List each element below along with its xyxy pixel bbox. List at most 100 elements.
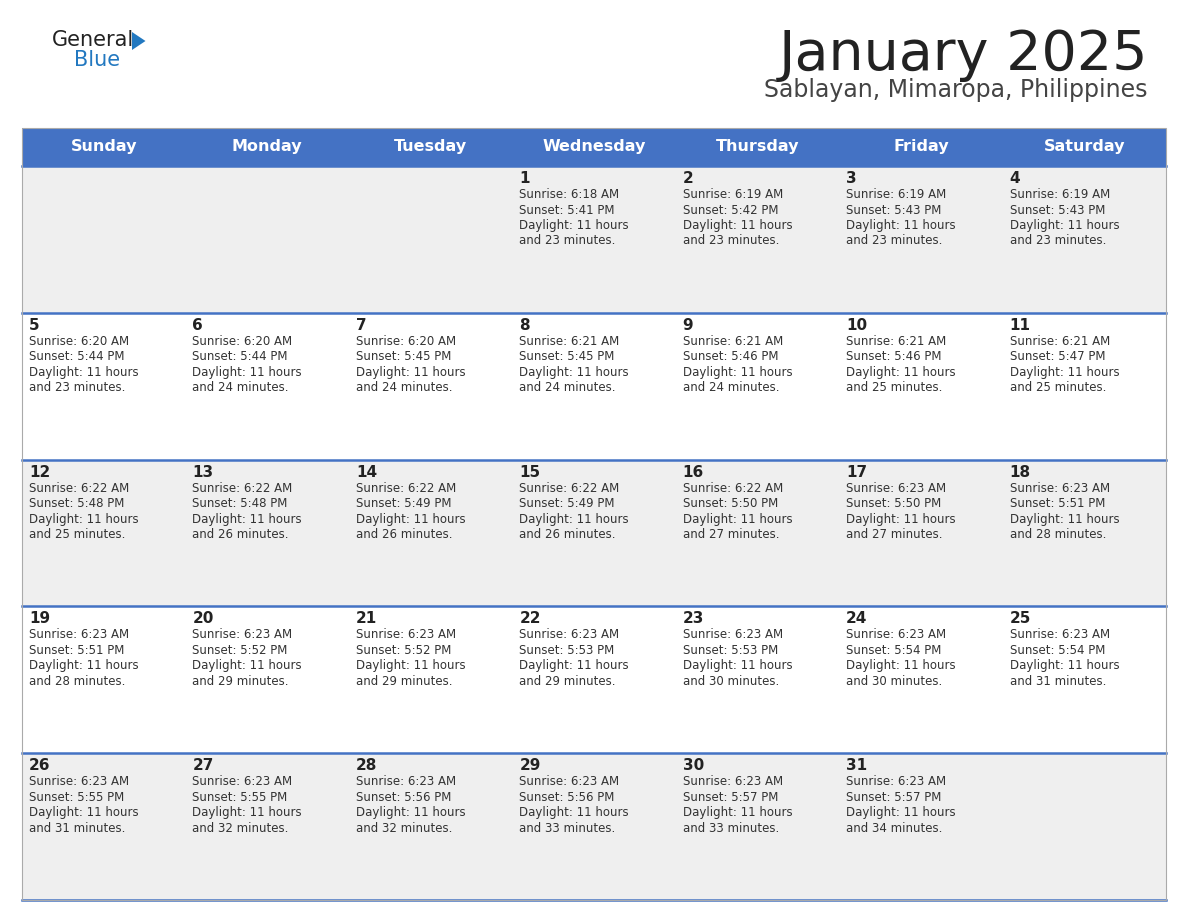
Text: 4: 4	[1010, 171, 1020, 186]
Text: Saturday: Saturday	[1043, 140, 1125, 154]
Text: Daylight: 11 hours: Daylight: 11 hours	[192, 659, 302, 672]
Text: and 25 minutes.: and 25 minutes.	[846, 381, 942, 395]
Text: Daylight: 11 hours: Daylight: 11 hours	[192, 806, 302, 819]
Text: Sunset: 5:56 PM: Sunset: 5:56 PM	[356, 790, 451, 803]
Text: and 25 minutes.: and 25 minutes.	[1010, 381, 1106, 395]
Text: Sunrise: 6:22 AM: Sunrise: 6:22 AM	[29, 482, 129, 495]
Text: and 25 minutes.: and 25 minutes.	[29, 528, 126, 541]
Text: Sunset: 5:53 PM: Sunset: 5:53 PM	[519, 644, 614, 657]
Text: and 27 minutes.: and 27 minutes.	[683, 528, 779, 541]
Text: Daylight: 11 hours: Daylight: 11 hours	[356, 512, 466, 526]
Text: Sunrise: 6:23 AM: Sunrise: 6:23 AM	[683, 775, 783, 789]
Text: Daylight: 11 hours: Daylight: 11 hours	[356, 365, 466, 379]
Text: Sunset: 5:49 PM: Sunset: 5:49 PM	[356, 498, 451, 510]
Text: and 23 minutes.: and 23 minutes.	[29, 381, 126, 395]
Text: and 24 minutes.: and 24 minutes.	[356, 381, 453, 395]
Bar	[23, 128, 1165, 900]
Text: Sunrise: 6:23 AM: Sunrise: 6:23 AM	[356, 629, 456, 642]
Text: 15: 15	[519, 465, 541, 479]
Text: Daylight: 11 hours: Daylight: 11 hours	[192, 512, 302, 526]
Text: Sunset: 5:46 PM: Sunset: 5:46 PM	[683, 351, 778, 364]
Text: Daylight: 11 hours: Daylight: 11 hours	[846, 512, 956, 526]
Text: 25: 25	[1010, 611, 1031, 626]
Text: 10: 10	[846, 318, 867, 333]
Bar	[23, 166, 1165, 313]
Text: 1: 1	[519, 171, 530, 186]
Text: Sunrise: 6:19 AM: Sunrise: 6:19 AM	[683, 188, 783, 201]
Text: Daylight: 11 hours: Daylight: 11 hours	[683, 659, 792, 672]
Text: Sunset: 5:44 PM: Sunset: 5:44 PM	[192, 351, 287, 364]
Text: and 23 minutes.: and 23 minutes.	[846, 234, 942, 248]
Text: Sunrise: 6:23 AM: Sunrise: 6:23 AM	[519, 629, 619, 642]
Text: Sunset: 5:47 PM: Sunset: 5:47 PM	[1010, 351, 1105, 364]
Text: 21: 21	[356, 611, 377, 626]
Text: 16: 16	[683, 465, 704, 479]
Text: Wednesday: Wednesday	[542, 140, 646, 154]
Text: Sunrise: 6:23 AM: Sunrise: 6:23 AM	[192, 629, 292, 642]
Text: 19: 19	[29, 611, 50, 626]
Text: Daylight: 11 hours: Daylight: 11 hours	[1010, 365, 1119, 379]
Text: Sunrise: 6:20 AM: Sunrise: 6:20 AM	[356, 335, 456, 348]
Bar	[23, 460, 1165, 607]
Text: and 32 minutes.: and 32 minutes.	[356, 822, 453, 834]
Text: and 24 minutes.: and 24 minutes.	[192, 381, 289, 395]
Text: Daylight: 11 hours: Daylight: 11 hours	[846, 659, 956, 672]
Text: Sunrise: 6:23 AM: Sunrise: 6:23 AM	[192, 775, 292, 789]
Text: Sunset: 5:45 PM: Sunset: 5:45 PM	[519, 351, 614, 364]
Text: Sunrise: 6:21 AM: Sunrise: 6:21 AM	[683, 335, 783, 348]
Text: 20: 20	[192, 611, 214, 626]
Text: 28: 28	[356, 758, 378, 773]
Text: and 26 minutes.: and 26 minutes.	[192, 528, 289, 541]
Text: Sunrise: 6:20 AM: Sunrise: 6:20 AM	[192, 335, 292, 348]
Text: and 29 minutes.: and 29 minutes.	[356, 675, 453, 688]
Text: Daylight: 11 hours: Daylight: 11 hours	[356, 659, 466, 672]
Polygon shape	[132, 32, 145, 50]
Text: and 30 minutes.: and 30 minutes.	[846, 675, 942, 688]
Text: Daylight: 11 hours: Daylight: 11 hours	[1010, 219, 1119, 232]
Text: Sunrise: 6:23 AM: Sunrise: 6:23 AM	[1010, 629, 1110, 642]
Text: Sunset: 5:50 PM: Sunset: 5:50 PM	[683, 498, 778, 510]
Text: 26: 26	[29, 758, 51, 773]
Text: and 28 minutes.: and 28 minutes.	[29, 675, 126, 688]
Text: Sunrise: 6:22 AM: Sunrise: 6:22 AM	[683, 482, 783, 495]
Text: Monday: Monday	[232, 140, 303, 154]
Text: Daylight: 11 hours: Daylight: 11 hours	[846, 365, 956, 379]
Text: and 24 minutes.: and 24 minutes.	[519, 381, 615, 395]
Text: January 2025: January 2025	[778, 28, 1148, 82]
Text: Sunrise: 6:23 AM: Sunrise: 6:23 AM	[1010, 482, 1110, 495]
Text: 12: 12	[29, 465, 50, 479]
Text: 9: 9	[683, 318, 694, 333]
Text: Sablayan, Mimaropa, Philippines: Sablayan, Mimaropa, Philippines	[765, 78, 1148, 102]
Text: Daylight: 11 hours: Daylight: 11 hours	[683, 806, 792, 819]
Text: Sunrise: 6:23 AM: Sunrise: 6:23 AM	[846, 482, 947, 495]
Text: Sunset: 5:52 PM: Sunset: 5:52 PM	[192, 644, 287, 657]
Text: Daylight: 11 hours: Daylight: 11 hours	[846, 219, 956, 232]
Text: 22: 22	[519, 611, 541, 626]
Text: Friday: Friday	[893, 140, 949, 154]
Text: Daylight: 11 hours: Daylight: 11 hours	[519, 806, 628, 819]
Text: 5: 5	[29, 318, 39, 333]
Text: Sunday: Sunday	[70, 140, 137, 154]
Text: 8: 8	[519, 318, 530, 333]
Text: and 29 minutes.: and 29 minutes.	[519, 675, 615, 688]
Text: Sunset: 5:57 PM: Sunset: 5:57 PM	[846, 790, 942, 803]
Text: and 23 minutes.: and 23 minutes.	[683, 234, 779, 248]
Text: Sunrise: 6:22 AM: Sunrise: 6:22 AM	[519, 482, 619, 495]
Text: 29: 29	[519, 758, 541, 773]
Text: 27: 27	[192, 758, 214, 773]
Text: 7: 7	[356, 318, 366, 333]
Text: 2: 2	[683, 171, 694, 186]
Text: and 33 minutes.: and 33 minutes.	[683, 822, 779, 834]
Text: 24: 24	[846, 611, 867, 626]
Text: Sunrise: 6:19 AM: Sunrise: 6:19 AM	[1010, 188, 1110, 201]
Text: Daylight: 11 hours: Daylight: 11 hours	[192, 365, 302, 379]
Text: 6: 6	[192, 318, 203, 333]
Bar	[23, 313, 1165, 460]
Text: Thursday: Thursday	[715, 140, 800, 154]
Bar	[23, 753, 1165, 900]
Text: Daylight: 11 hours: Daylight: 11 hours	[29, 365, 139, 379]
Text: Sunset: 5:54 PM: Sunset: 5:54 PM	[1010, 644, 1105, 657]
Text: and 24 minutes.: and 24 minutes.	[683, 381, 779, 395]
Text: 11: 11	[1010, 318, 1030, 333]
Text: Sunset: 5:57 PM: Sunset: 5:57 PM	[683, 790, 778, 803]
